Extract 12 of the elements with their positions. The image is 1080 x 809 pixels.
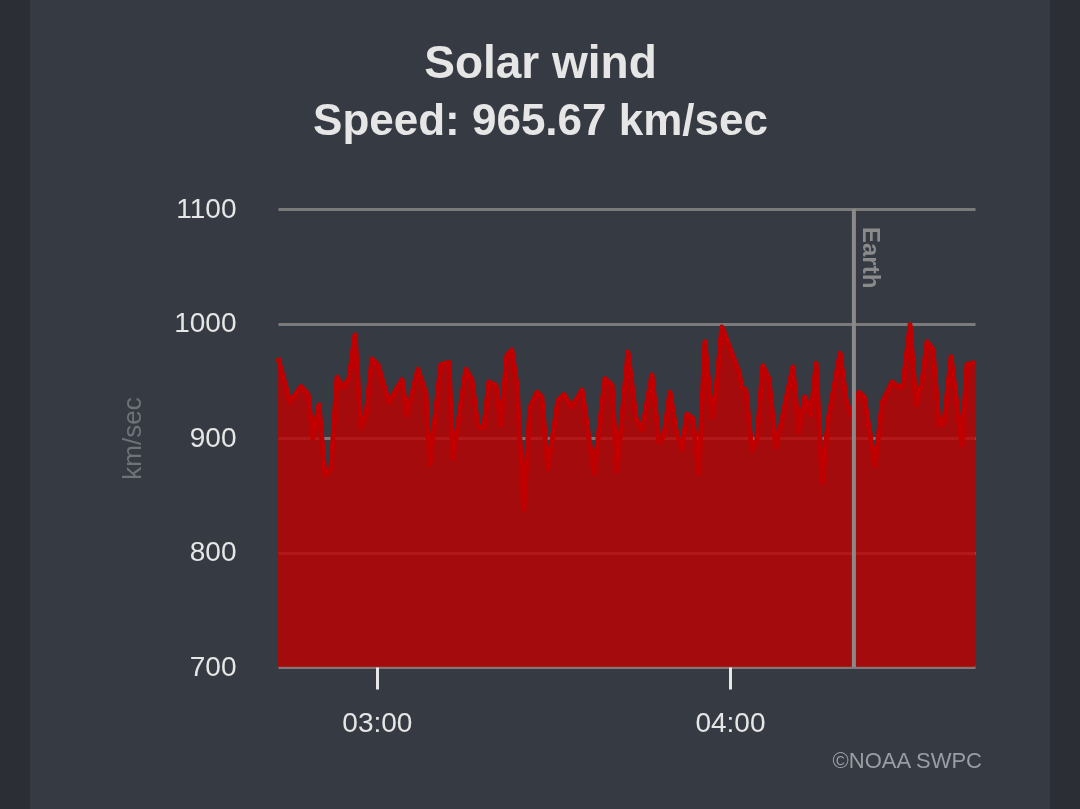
y-tick-label: 800 [189,536,237,567]
x-tick-label: 03:00 [342,706,413,738]
y-tick-label: 1000 [174,307,237,338]
text: ©NOAA SWPC [832,748,982,774]
y-tick-label: 900 [189,421,237,453]
y-axis-title: km/sec [117,397,148,480]
chart-title: Solar wind [424,36,657,88]
x-tick-label: 04:00 [695,706,766,738]
y-tick-label: 700 [189,650,237,682]
y-tick-label: 1100 [176,192,237,224]
ref-line-label: Earth [857,227,885,289]
chart-subtitle: Speed: 965.67 km/sec [313,95,768,144]
